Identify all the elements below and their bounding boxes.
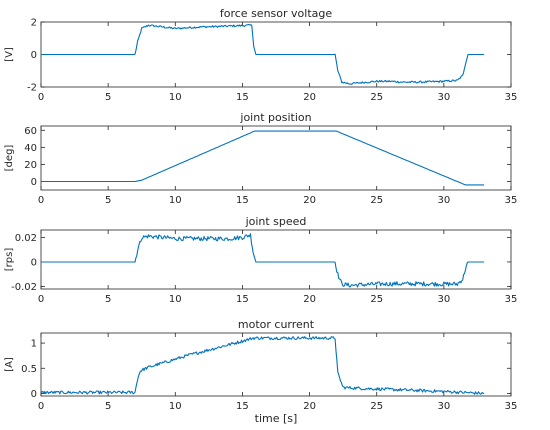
y-tick-label: 0 (31, 257, 37, 268)
x-tick-label: 30 (437, 294, 450, 305)
x-tick-label: 0 (38, 294, 44, 305)
series-line (41, 233, 485, 288)
x-tick-label: 25 (370, 401, 383, 412)
y-tick-label: 40 (24, 143, 37, 154)
x-tick-label: 25 (370, 294, 383, 305)
x-tick-label: 20 (303, 195, 316, 206)
x-tick-label: 30 (437, 401, 450, 412)
subplot-title: motor current (238, 318, 315, 331)
subplot-title: force sensor voltage (220, 7, 332, 20)
plot-area (40, 332, 512, 397)
subplot-2: joint position 0 5 10 15 20 25 30 35 0 20 40 60 [deg] (4, 111, 517, 206)
x-tick-label: 0 (38, 195, 44, 206)
y-axis-label: [V] (4, 47, 15, 62)
x-tick-label: 15 (236, 92, 249, 103)
series-line (41, 23, 485, 85)
y-tick-label: 20 (24, 160, 37, 171)
subplot-title: joint position (239, 111, 311, 124)
y-tick-label: 0.5 (21, 364, 37, 375)
x-tick-label: 10 (169, 401, 182, 412)
x-tick-label: 20 (303, 294, 316, 305)
x-tick-label: 35 (505, 401, 518, 412)
x-tick-label: 0 (38, 92, 44, 103)
y-tick-label: 0.02 (15, 233, 37, 244)
y-tick-label: 0 (31, 389, 37, 400)
y-tick-label: 0 (31, 50, 37, 61)
plot-area (40, 229, 512, 290)
series-line (41, 130, 485, 186)
x-tick-label: 10 (169, 195, 182, 206)
y-tick-label: -2 (27, 83, 37, 94)
y-axis-label: [rps] (4, 248, 15, 272)
y-tick-label: -0.02 (11, 282, 37, 293)
subplot-4: motor current 0 5 10 15 20 25 30 35 0 0.5 1 [A] time … (4, 318, 517, 425)
y-tick-label: 60 (24, 126, 37, 137)
x-tick-label: 20 (303, 92, 316, 103)
y-tick-label: 2 (31, 18, 37, 29)
x-tick-label: 0 (38, 401, 44, 412)
x-tick-label: 5 (105, 294, 111, 305)
subplot-title: joint speed (245, 215, 307, 228)
x-tick-label: 30 (437, 195, 450, 206)
x-tick-label: 5 (105, 401, 111, 412)
x-tick-label: 35 (505, 195, 518, 206)
x-axis-label: time [s] (255, 412, 298, 425)
x-tick-label: 15 (236, 401, 249, 412)
x-tick-label: 25 (370, 92, 383, 103)
x-tick-label: 15 (236, 195, 249, 206)
y-tick-label: 1 (31, 339, 37, 350)
x-tick-label: 10 (169, 294, 182, 305)
x-tick-label: 35 (505, 294, 518, 305)
plot-area (40, 125, 512, 191)
x-tick-label: 30 (437, 92, 450, 103)
x-tick-label: 20 (303, 401, 316, 412)
x-tick-label: 10 (169, 92, 182, 103)
y-axis-label: [A] (4, 357, 15, 372)
x-tick-label: 35 (505, 92, 518, 103)
x-tick-label: 5 (105, 195, 111, 206)
x-tick-label: 5 (105, 92, 111, 103)
series-line (40, 336, 485, 395)
x-tick-label: 15 (236, 294, 249, 305)
x-tick-label: 25 (370, 195, 383, 206)
y-axis-label: [deg] (4, 145, 15, 172)
y-tick-label: 0 (31, 177, 37, 188)
